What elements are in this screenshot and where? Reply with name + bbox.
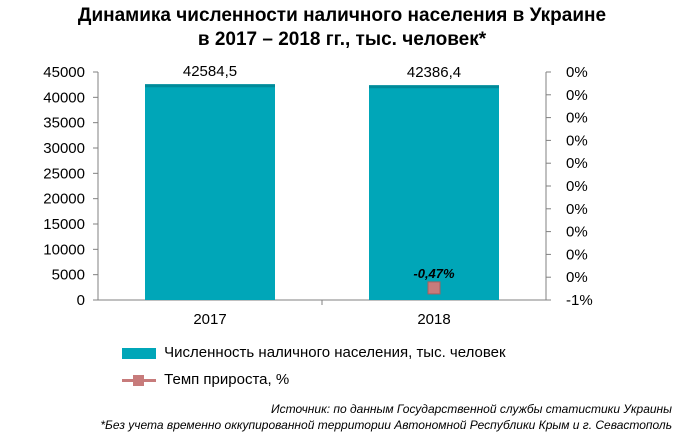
bar [145, 84, 275, 301]
legend-label-growth: Темп прироста, % [164, 371, 290, 388]
y2-tick-label: 0% [566, 269, 588, 286]
y-tick-label: 5000 [52, 267, 85, 284]
y2-tick-label: 0% [566, 201, 588, 218]
y2-tick-label: 0% [566, 64, 588, 81]
y2-tick-label: 0% [566, 87, 588, 104]
y2-tick-label: 0% [566, 110, 588, 127]
footnote: *Без учета временно оккупированной терри… [100, 418, 672, 432]
y2-tick-label: 0% [566, 132, 588, 149]
legend-item-growth: Темп прироста, % [122, 371, 289, 388]
y-tick-label: 0 [77, 292, 85, 309]
chart-title-line2: в 2017 – 2018 гг., тыс. человек* [197, 29, 487, 50]
y2-tick-label: 0% [566, 155, 588, 172]
legend-item-population: Численность наличного населения, тыс. че… [122, 344, 506, 361]
legend-swatch-line [122, 374, 156, 386]
source-note: Источник: по данным Государственной служ… [271, 402, 672, 416]
legend-label-population: Численность наличного населения, тыс. че… [164, 344, 506, 361]
y2-tick-label: -1% [566, 292, 593, 309]
bar-top-edge [145, 84, 275, 88]
y2-tick-label: 0% [566, 246, 588, 263]
x-tick-label: 2017 [193, 311, 226, 328]
y-tick-label: 20000 [43, 191, 85, 208]
x-tick-label: 2018 [417, 311, 450, 328]
y-tick-label: 10000 [43, 241, 85, 258]
growth-data-label: -0,47% [413, 266, 455, 281]
y-tick-label: 15000 [43, 216, 85, 233]
chart-plot: 45000 40000 35000 30000 25000 20000 15000 10000… [43, 63, 593, 328]
chart-title-line1: Динамика численности наличного населения… [77, 5, 607, 26]
bar [369, 85, 499, 300]
chart-title: Динамика численности наличного населения… [0, 4, 684, 52]
y2-tick-label: 0% [566, 224, 588, 241]
y-tick-label: 45000 [43, 64, 85, 81]
y-tick-label: 40000 [43, 89, 85, 106]
growth-marker [427, 281, 441, 295]
y-tick-label: 30000 [43, 140, 85, 157]
y-tick-label: 25000 [43, 165, 85, 182]
bar-data-label: 42386,4 [407, 64, 461, 81]
bar-top-edge [369, 85, 499, 89]
bar-data-label: 42584,5 [183, 63, 237, 80]
y-tick-label: 35000 [43, 115, 85, 132]
y2-tick-label: 0% [566, 178, 588, 195]
legend-swatch-bar [122, 347, 156, 359]
